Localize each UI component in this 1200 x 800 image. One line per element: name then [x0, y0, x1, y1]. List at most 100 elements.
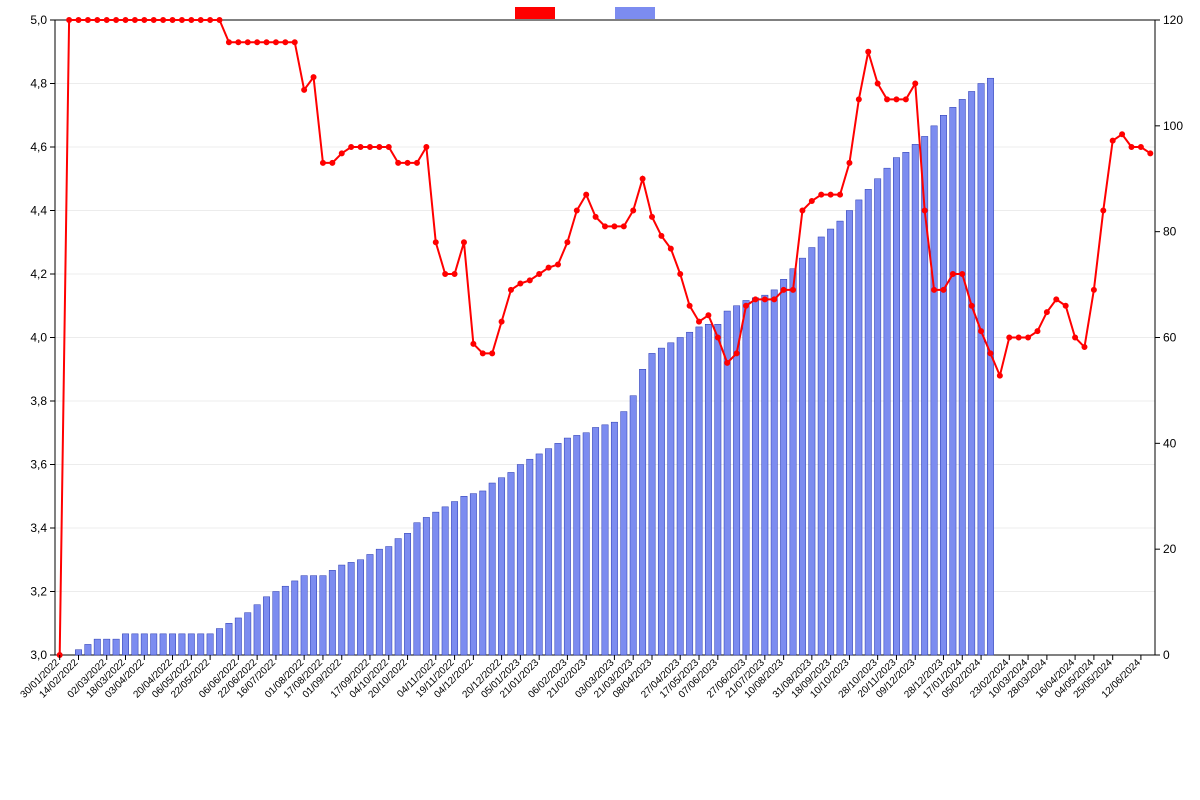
- line-marker: [132, 18, 137, 23]
- right-axis-tick-label: 80: [1163, 225, 1177, 239]
- bar: [85, 644, 91, 655]
- bar: [282, 586, 288, 655]
- bar: [442, 507, 448, 655]
- line-marker: [292, 40, 297, 45]
- bar: [987, 78, 993, 655]
- bar: [451, 502, 457, 655]
- left-axis-tick-label: 3,6: [30, 458, 47, 472]
- bar: [188, 634, 194, 655]
- bar: [433, 512, 439, 655]
- bar: [677, 338, 683, 656]
- combo-chart: 3,03,23,43,63,84,04,24,44,64,85,00204060…: [0, 0, 1200, 800]
- bar: [818, 237, 824, 655]
- bar: [611, 422, 617, 655]
- bar: [254, 605, 260, 655]
- line-marker: [217, 18, 222, 23]
- bar: [696, 327, 702, 655]
- line-marker: [640, 176, 645, 181]
- line-marker: [245, 40, 250, 45]
- line-marker: [706, 313, 711, 318]
- line-marker: [349, 145, 354, 150]
- line-marker: [358, 145, 363, 150]
- line-marker: [330, 160, 335, 165]
- line-marker: [443, 272, 448, 277]
- line-marker: [753, 297, 758, 302]
- bar: [179, 634, 185, 655]
- line-marker: [913, 81, 918, 86]
- line-marker: [377, 145, 382, 150]
- legend-swatch-line: [515, 7, 555, 19]
- line-marker: [123, 18, 128, 23]
- left-axis-tick-label: 4,0: [30, 331, 47, 345]
- line-marker: [1129, 145, 1134, 150]
- line-marker: [1148, 151, 1153, 156]
- bar: [978, 84, 984, 656]
- line-marker: [969, 303, 974, 308]
- bar: [301, 576, 307, 655]
- bar: [122, 634, 128, 655]
- right-axis-tick-label: 0: [1163, 648, 1170, 662]
- line-marker: [979, 329, 984, 334]
- line-marker: [744, 303, 749, 308]
- line-marker: [875, 81, 880, 86]
- bar: [310, 576, 316, 655]
- line-marker: [1082, 345, 1087, 350]
- legend-swatch-bar: [615, 7, 655, 19]
- left-axis-tick-label: 3,4: [30, 521, 47, 535]
- bar: [583, 433, 589, 655]
- line-marker: [997, 373, 1002, 378]
- line-marker: [386, 145, 391, 150]
- bar: [856, 200, 862, 655]
- bar: [968, 91, 974, 655]
- line-marker: [255, 40, 260, 45]
- line-marker: [988, 351, 993, 356]
- bar: [423, 517, 429, 655]
- bar: [160, 634, 166, 655]
- bar: [367, 554, 373, 655]
- bar: [940, 115, 946, 655]
- line-marker: [1063, 303, 1068, 308]
- line-marker: [574, 208, 579, 213]
- line-marker: [151, 18, 156, 23]
- line-marker: [527, 278, 532, 283]
- line-marker: [104, 18, 109, 23]
- line-marker: [339, 151, 344, 156]
- bar: [649, 353, 655, 655]
- bar: [198, 634, 204, 655]
- line-marker: [461, 240, 466, 245]
- line-marker: [565, 240, 570, 245]
- line-marker: [95, 18, 100, 23]
- bar: [912, 144, 918, 655]
- bar: [263, 597, 269, 655]
- line-marker: [885, 97, 890, 102]
- line-marker: [179, 18, 184, 23]
- line-marker: [405, 160, 410, 165]
- line-marker: [471, 341, 476, 346]
- bar: [903, 152, 909, 655]
- bar: [395, 539, 401, 655]
- line-marker: [593, 214, 598, 219]
- line-marker: [584, 192, 589, 197]
- line-marker: [320, 160, 325, 165]
- line-marker: [1016, 335, 1021, 340]
- left-axis-tick-label: 4,6: [30, 140, 47, 154]
- bar: [480, 491, 486, 655]
- bar: [705, 324, 711, 655]
- bar: [809, 248, 815, 655]
- bar: [668, 343, 674, 655]
- bar: [865, 189, 871, 655]
- bar: [216, 629, 222, 655]
- line-marker: [603, 224, 608, 229]
- line-marker: [396, 160, 401, 165]
- line-marker: [85, 18, 90, 23]
- bar: [357, 560, 363, 655]
- line-marker: [1044, 310, 1049, 315]
- line-marker: [828, 192, 833, 197]
- line-marker: [678, 272, 683, 277]
- bar: [715, 324, 721, 655]
- bar: [931, 126, 937, 655]
- line-marker: [1073, 335, 1078, 340]
- bar: [207, 634, 213, 655]
- bar: [226, 623, 232, 655]
- line-marker: [198, 18, 203, 23]
